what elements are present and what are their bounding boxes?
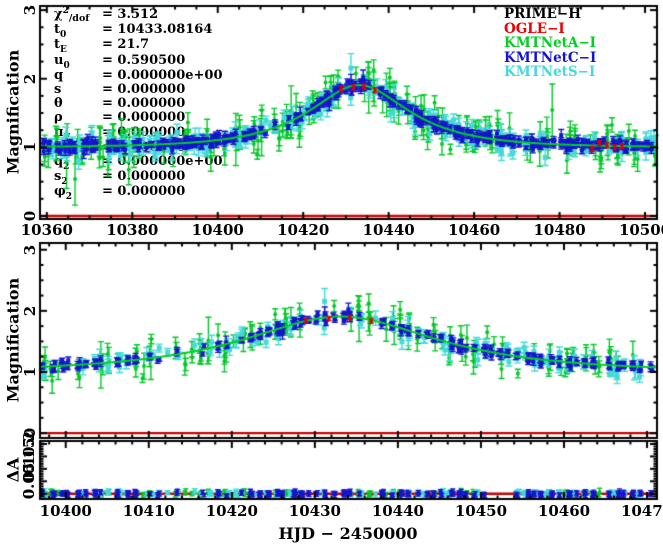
x-tick-label: 10400 [191, 221, 244, 239]
y-tick-label: 1 [21, 366, 39, 378]
x-tick-label: 10380 [106, 221, 159, 239]
x-tick-label: 10420 [277, 221, 330, 239]
y-tick-label: 0 [21, 210, 39, 222]
legend: PRIME−H OGLE−I KMTNetA−I KMTNetC−I KMTNetS−I [504, 7, 596, 80]
y-tick-label: 2 [21, 73, 39, 84]
x-tick-label: 10460 [537, 502, 591, 520]
y-tick-label: 3 [21, 4, 39, 16]
y-tick-label: 3 [21, 244, 39, 255]
y-axis-label-residual: ΔA [3, 457, 23, 483]
x-tick-label: 10360 [20, 221, 73, 239]
x-tick-label: 10440 [371, 502, 424, 520]
legend-entry: KMTNetC−I [504, 49, 597, 66]
legend-entry: KMTNetS−I [504, 64, 596, 81]
x-tick-label: 10440 [362, 221, 415, 239]
y-tick-label: 2 [21, 305, 39, 317]
legend-entry: PRIME−H [504, 6, 581, 22]
y-axis-label-top: Magnification [3, 49, 23, 175]
legend-entry: OGLE−I [504, 20, 565, 37]
x-tick-label: 10460 [448, 221, 501, 239]
x-tick-label: 10420 [205, 502, 258, 520]
y-tick-label: 1 [21, 142, 39, 153]
legend-entry: KMTNetA−I [504, 35, 596, 52]
x-tick-label: 10480 [533, 221, 586, 239]
x-tick-label: 10410 [122, 502, 175, 520]
x-axis-label: HJD − 2450000 [278, 524, 418, 543]
x-tick-label: 10500 [618, 221, 663, 239]
y-tick-label: 0.2 [20, 430, 38, 458]
y-axis-label-middle: Magnification [3, 277, 23, 403]
x-tick-label: 10400 [39, 502, 92, 520]
x-tick-label: 10430 [288, 502, 341, 520]
x-tick-label: 10450 [454, 502, 508, 520]
